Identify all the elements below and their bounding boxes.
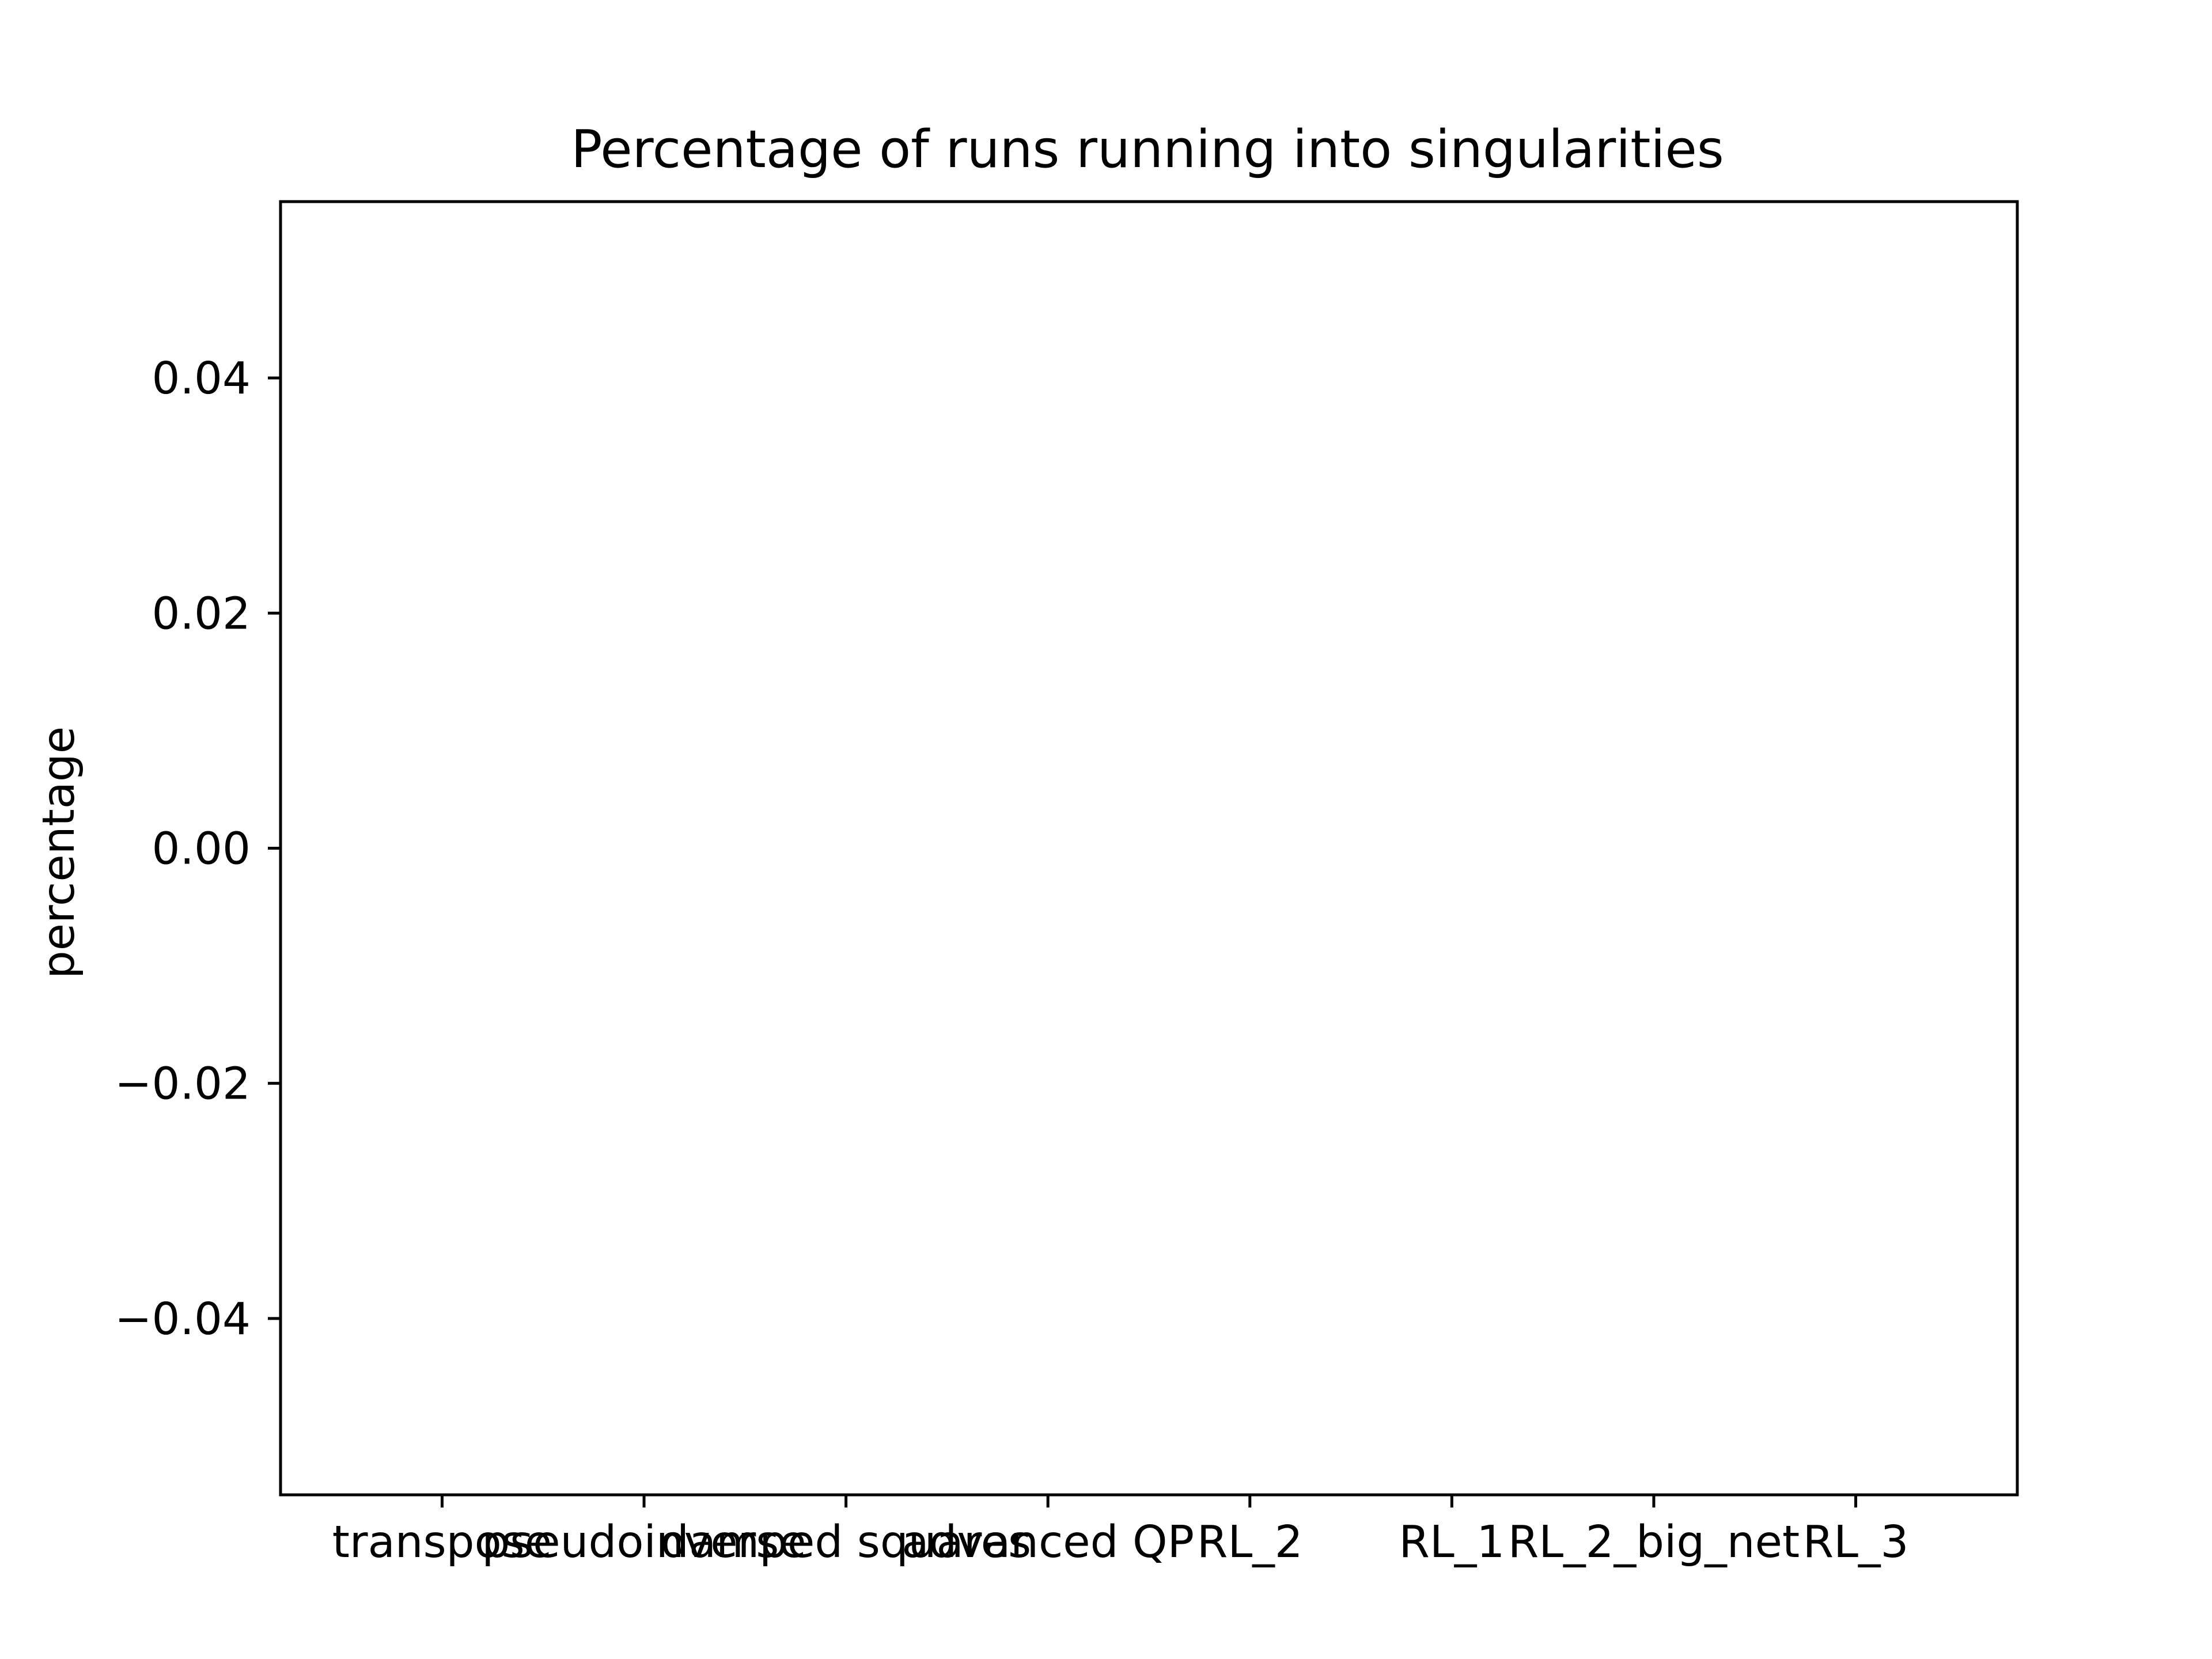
y-tick-label: 0.02 bbox=[152, 588, 251, 639]
y-tick-label: 0.04 bbox=[152, 353, 251, 404]
x-tick-label: transpose bbox=[332, 1517, 552, 1568]
plot-frame bbox=[279, 200, 2019, 1497]
y-tick-label: 0.00 bbox=[152, 824, 251, 875]
x-tick-label: RL_2 bbox=[1197, 1517, 1303, 1568]
chart-title: Percentage of runs running into singular… bbox=[571, 119, 1724, 180]
x-tick-label: RL_3 bbox=[1803, 1517, 1909, 1568]
y-axis-label: percentage bbox=[33, 726, 85, 979]
y-tick-label: −0.04 bbox=[115, 1294, 251, 1345]
x-tick-label: pseudoinverse bbox=[482, 1517, 806, 1568]
x-tick-label: RL_2_big_net bbox=[1508, 1517, 1800, 1568]
x-tick-label: damped squares bbox=[661, 1517, 1031, 1568]
y-ticks-group: 0.04 0.02 0.00 −0.02 −0.04 bbox=[115, 353, 281, 1345]
x-tick-label: RL_1 bbox=[1399, 1517, 1505, 1568]
x-tick-label: advanced QP bbox=[902, 1517, 1194, 1568]
y-tick-label: −0.02 bbox=[115, 1059, 251, 1110]
